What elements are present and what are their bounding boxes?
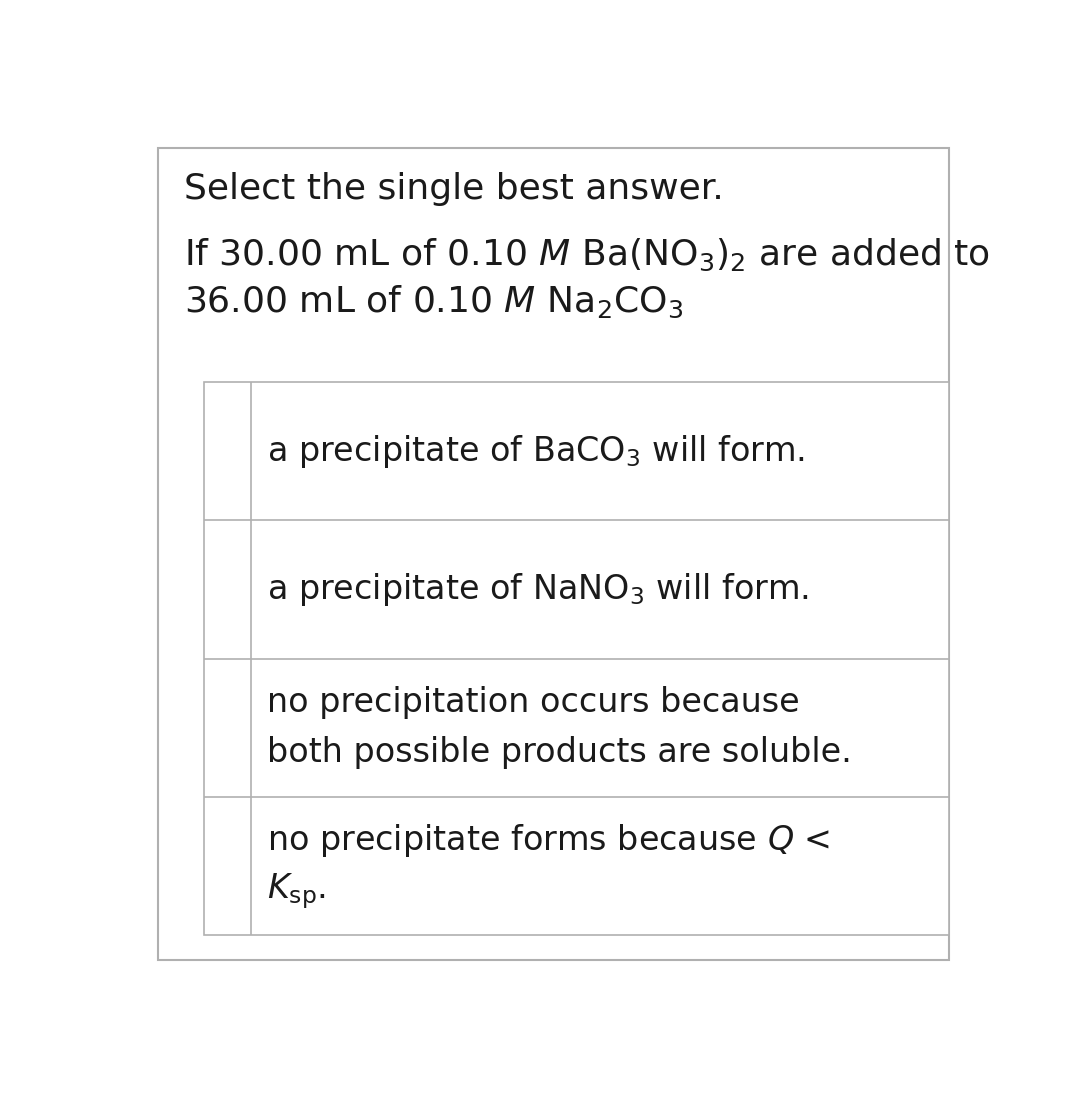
Text: both possible products are soluble.: both possible products are soluble. xyxy=(267,737,852,769)
Text: a precipitate of BaCO$_3$ will form.: a precipitate of BaCO$_3$ will form. xyxy=(267,433,806,470)
Bar xyxy=(204,383,948,935)
Text: Select the single best answer.: Select the single best answer. xyxy=(184,172,724,206)
Text: If 30.00 mL of 0.10 $\mathit{M}$ Ba(NO$_3$)$_2$ are added to: If 30.00 mL of 0.10 $\mathit{M}$ Ba(NO$_… xyxy=(184,237,989,273)
Text: no precipitate forms because $\mathit{Q}$ <: no precipitate forms because $\mathit{Q}… xyxy=(267,822,831,859)
Text: 36.00 mL of 0.10 $\mathit{M}$ Na$_2$CO$_3$: 36.00 mL of 0.10 $\mathit{M}$ Na$_2$CO$_… xyxy=(184,284,683,320)
Text: no precipitation occurs because: no precipitation occurs because xyxy=(267,686,800,719)
Text: $\mathit{K}_{\mathrm{sp}}$.: $\mathit{K}_{\mathrm{sp}}$. xyxy=(267,871,326,911)
Text: a precipitate of NaNO$_3$ will form.: a precipitate of NaNO$_3$ will form. xyxy=(267,571,809,608)
